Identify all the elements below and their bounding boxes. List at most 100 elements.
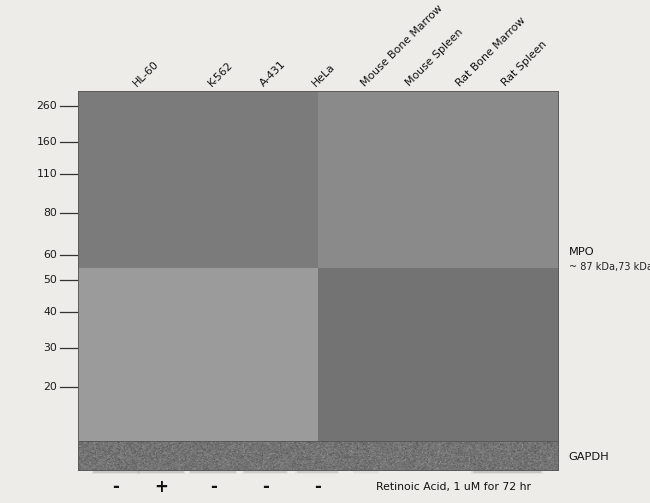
Bar [249, 446, 281, 468]
FancyBboxPatch shape [194, 200, 232, 209]
FancyBboxPatch shape [438, 253, 485, 269]
Bar [248, 445, 283, 469]
Text: K-562: K-562 [206, 59, 235, 88]
FancyBboxPatch shape [98, 204, 134, 221]
FancyBboxPatch shape [103, 207, 129, 219]
FancyBboxPatch shape [434, 251, 489, 271]
Text: 60: 60 [44, 250, 57, 261]
FancyBboxPatch shape [133, 211, 190, 239]
FancyBboxPatch shape [341, 252, 391, 270]
Bar [96, 444, 136, 470]
Text: MPO: MPO [569, 247, 594, 257]
Text: GAPDH: GAPDH [569, 452, 610, 462]
FancyBboxPatch shape [140, 195, 182, 213]
Bar [482, 446, 532, 468]
FancyBboxPatch shape [88, 239, 143, 272]
Bar [473, 441, 541, 473]
FancyBboxPatch shape [90, 240, 142, 271]
FancyBboxPatch shape [140, 189, 183, 198]
FancyBboxPatch shape [142, 217, 181, 234]
Bar [137, 440, 185, 474]
Bar [353, 440, 379, 474]
Bar [249, 446, 281, 468]
FancyBboxPatch shape [139, 195, 183, 213]
FancyBboxPatch shape [101, 206, 130, 219]
FancyBboxPatch shape [192, 199, 234, 209]
Bar [299, 444, 335, 470]
FancyBboxPatch shape [93, 221, 138, 243]
Text: Mouse Spleen: Mouse Spleen [404, 27, 465, 88]
FancyBboxPatch shape [100, 225, 131, 239]
Bar [78, 441, 559, 471]
Bar [471, 440, 543, 474]
FancyBboxPatch shape [98, 224, 134, 241]
FancyBboxPatch shape [140, 216, 183, 235]
FancyBboxPatch shape [96, 223, 136, 242]
FancyBboxPatch shape [142, 189, 181, 198]
FancyBboxPatch shape [138, 244, 185, 270]
FancyBboxPatch shape [95, 244, 136, 267]
FancyBboxPatch shape [97, 245, 135, 266]
Bar [193, 444, 233, 470]
Bar [192, 442, 235, 471]
FancyBboxPatch shape [138, 215, 185, 236]
FancyBboxPatch shape [103, 207, 129, 219]
Text: 50: 50 [44, 275, 57, 285]
Text: HL-60: HL-60 [131, 58, 161, 88]
FancyBboxPatch shape [436, 252, 487, 270]
Bar [482, 446, 532, 468]
Bar [94, 442, 137, 471]
FancyBboxPatch shape [144, 198, 178, 210]
Bar [195, 445, 231, 469]
FancyBboxPatch shape [137, 194, 185, 214]
Text: 40: 40 [44, 307, 57, 317]
Bar [355, 444, 377, 470]
FancyBboxPatch shape [134, 212, 188, 238]
FancyBboxPatch shape [130, 238, 192, 276]
FancyBboxPatch shape [136, 243, 187, 271]
Text: Rat Bone Marrow: Rat Bone Marrow [454, 15, 528, 88]
FancyBboxPatch shape [143, 197, 179, 211]
FancyBboxPatch shape [97, 204, 135, 222]
Bar [140, 442, 183, 471]
Text: -: - [112, 478, 119, 496]
Bar [92, 440, 140, 474]
FancyBboxPatch shape [335, 249, 397, 272]
Bar [190, 441, 236, 473]
FancyBboxPatch shape [440, 254, 483, 268]
FancyBboxPatch shape [142, 196, 181, 212]
Bar [296, 441, 338, 473]
Bar [144, 446, 178, 468]
FancyBboxPatch shape [432, 250, 491, 272]
FancyBboxPatch shape [136, 188, 187, 199]
FancyBboxPatch shape [142, 189, 181, 198]
Text: 110: 110 [36, 169, 57, 179]
FancyBboxPatch shape [339, 251, 393, 271]
Bar [245, 442, 285, 471]
FancyBboxPatch shape [86, 237, 145, 274]
Bar [300, 445, 334, 469]
Bar [357, 446, 375, 468]
Bar [246, 444, 284, 470]
Text: 160: 160 [36, 137, 57, 147]
FancyBboxPatch shape [100, 206, 131, 220]
Text: Mouse Bone Marrow: Mouse Bone Marrow [359, 3, 444, 88]
Text: Retinoic Acid, 1 uM for 72 hr: Retinoic Acid, 1 uM for 72 hr [376, 482, 530, 492]
Bar [196, 446, 230, 468]
Bar [99, 446, 133, 468]
FancyBboxPatch shape [97, 245, 135, 266]
FancyBboxPatch shape [344, 254, 387, 268]
FancyBboxPatch shape [136, 213, 187, 237]
Bar [298, 442, 337, 471]
Bar [357, 446, 375, 468]
FancyBboxPatch shape [144, 198, 178, 210]
Bar [354, 441, 378, 473]
Bar [138, 441, 184, 473]
FancyBboxPatch shape [440, 254, 483, 268]
Bar [189, 440, 237, 474]
Text: +: + [154, 478, 168, 496]
FancyBboxPatch shape [99, 205, 133, 221]
FancyBboxPatch shape [191, 199, 235, 209]
Text: -: - [210, 478, 216, 496]
Text: 260: 260 [36, 102, 57, 112]
